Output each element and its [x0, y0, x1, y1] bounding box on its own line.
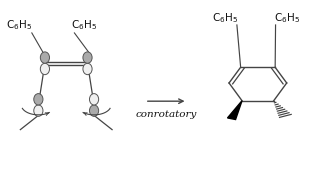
Text: conrotatory: conrotatory	[136, 110, 197, 119]
Ellipse shape	[40, 52, 49, 63]
Polygon shape	[227, 101, 242, 120]
Ellipse shape	[83, 52, 92, 63]
Text: C$_6$H$_5$: C$_6$H$_5$	[6, 19, 32, 32]
Ellipse shape	[34, 105, 43, 116]
Ellipse shape	[89, 94, 99, 105]
Ellipse shape	[89, 105, 99, 116]
Text: C$_6$H$_5$: C$_6$H$_5$	[212, 11, 238, 25]
Ellipse shape	[83, 63, 92, 75]
Text: C$_6$H$_5$: C$_6$H$_5$	[274, 11, 300, 25]
Ellipse shape	[34, 94, 43, 105]
Text: C$_6$H$_5$: C$_6$H$_5$	[71, 19, 97, 32]
Ellipse shape	[40, 63, 49, 75]
